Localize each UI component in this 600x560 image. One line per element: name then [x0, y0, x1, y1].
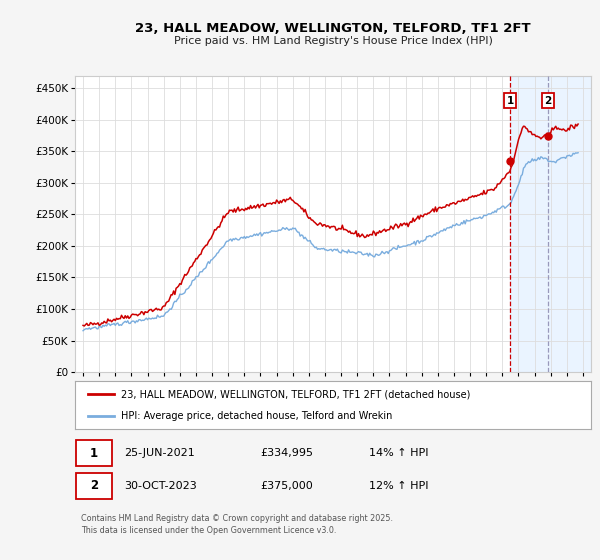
Text: Contains HM Land Registry data © Crown copyright and database right 2025.
This d: Contains HM Land Registry data © Crown c…: [81, 514, 393, 534]
Text: 1: 1: [90, 446, 98, 460]
Text: 25-JUN-2021: 25-JUN-2021: [124, 448, 195, 458]
Text: 30-OCT-2023: 30-OCT-2023: [124, 481, 197, 491]
Text: £334,995: £334,995: [261, 448, 314, 458]
Text: 12% ↑ HPI: 12% ↑ HPI: [369, 481, 428, 491]
Text: HPI: Average price, detached house, Telford and Wrekin: HPI: Average price, detached house, Telf…: [121, 410, 393, 421]
Text: Price paid vs. HM Land Registry's House Price Index (HPI): Price paid vs. HM Land Registry's House …: [173, 36, 493, 46]
Text: £375,000: £375,000: [261, 481, 314, 491]
FancyBboxPatch shape: [76, 440, 112, 466]
FancyBboxPatch shape: [76, 473, 112, 499]
Text: 23, HALL MEADOW, WELLINGTON, TELFORD, TF1 2FT: 23, HALL MEADOW, WELLINGTON, TELFORD, TF…: [135, 22, 531, 35]
Text: 2: 2: [90, 479, 98, 492]
Text: 23, HALL MEADOW, WELLINGTON, TELFORD, TF1 2FT (detached house): 23, HALL MEADOW, WELLINGTON, TELFORD, TF…: [121, 389, 471, 399]
Text: 2: 2: [544, 96, 551, 106]
Text: 14% ↑ HPI: 14% ↑ HPI: [369, 448, 428, 458]
Text: 1: 1: [506, 96, 514, 106]
Bar: [510, 76, 591, 372]
